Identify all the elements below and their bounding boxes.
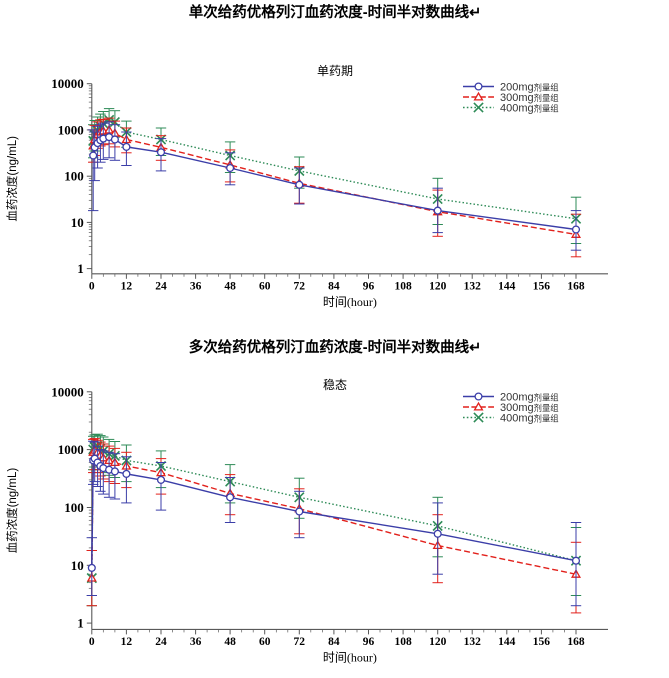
svg-text:132: 132	[464, 636, 482, 648]
svg-text:100: 100	[64, 169, 84, 184]
svg-text:0: 0	[89, 280, 95, 292]
svg-text:108: 108	[394, 280, 412, 292]
svg-text:168: 168	[567, 636, 585, 648]
svg-text:72: 72	[294, 280, 306, 292]
svg-text:血药浓度(ng/mL): 血药浓度(ng/mL)	[5, 136, 19, 222]
svg-text:12: 12	[121, 636, 133, 648]
svg-text:48: 48	[224, 636, 236, 648]
svg-text:96: 96	[363, 636, 375, 648]
svg-text:多次给药优格列汀血药浓度-时间半对数曲线↵: 多次给药优格列汀血药浓度-时间半对数曲线↵	[189, 338, 481, 356]
svg-text:84: 84	[328, 280, 340, 292]
svg-text:10: 10	[71, 558, 84, 573]
svg-text:72: 72	[294, 636, 306, 648]
svg-text:84: 84	[328, 636, 340, 648]
svg-text:单次给药优格列汀血药浓度-时间半对数曲线↵: 单次给药优格列汀血药浓度-时间半对数曲线↵	[189, 3, 481, 21]
svg-text:400mg剂量组: 400mg剂量组	[500, 103, 559, 115]
svg-text:稳态: 稳态	[323, 377, 347, 392]
svg-text:144: 144	[498, 636, 516, 648]
svg-text:156: 156	[533, 636, 551, 648]
svg-text:60: 60	[259, 636, 271, 648]
svg-text:108: 108	[394, 636, 412, 648]
svg-text:1000: 1000	[58, 122, 84, 137]
svg-text:0: 0	[89, 636, 95, 648]
svg-text:48: 48	[224, 280, 236, 292]
svg-text:时间(hour): 时间(hour)	[323, 295, 377, 309]
svg-text:36: 36	[190, 636, 202, 648]
svg-text:单药期: 单药期	[317, 64, 353, 78]
svg-text:时间(hour): 时间(hour)	[323, 650, 377, 664]
svg-text:24: 24	[155, 280, 167, 292]
svg-text:120: 120	[429, 636, 447, 648]
svg-text:1000: 1000	[58, 442, 84, 457]
svg-text:24: 24	[155, 636, 167, 648]
svg-text:1: 1	[77, 616, 84, 631]
svg-text:168: 168	[567, 280, 585, 292]
svg-text:10000: 10000	[51, 384, 84, 399]
svg-text:120: 120	[429, 280, 447, 292]
svg-text:1: 1	[77, 261, 84, 276]
svg-text:400mg剂量组: 400mg剂量组	[500, 413, 559, 425]
svg-text:36: 36	[190, 280, 202, 292]
svg-text:132: 132	[464, 280, 482, 292]
svg-text:144: 144	[498, 280, 516, 292]
svg-text:血药浓度(ng/mL): 血药浓度(ng/mL)	[5, 468, 19, 554]
svg-text:100: 100	[64, 500, 84, 515]
svg-text:156: 156	[533, 280, 551, 292]
svg-text:10000: 10000	[51, 76, 84, 91]
svg-text:10: 10	[71, 215, 84, 230]
svg-text:12: 12	[121, 280, 133, 292]
svg-text:60: 60	[259, 280, 271, 292]
svg-text:96: 96	[363, 280, 375, 292]
